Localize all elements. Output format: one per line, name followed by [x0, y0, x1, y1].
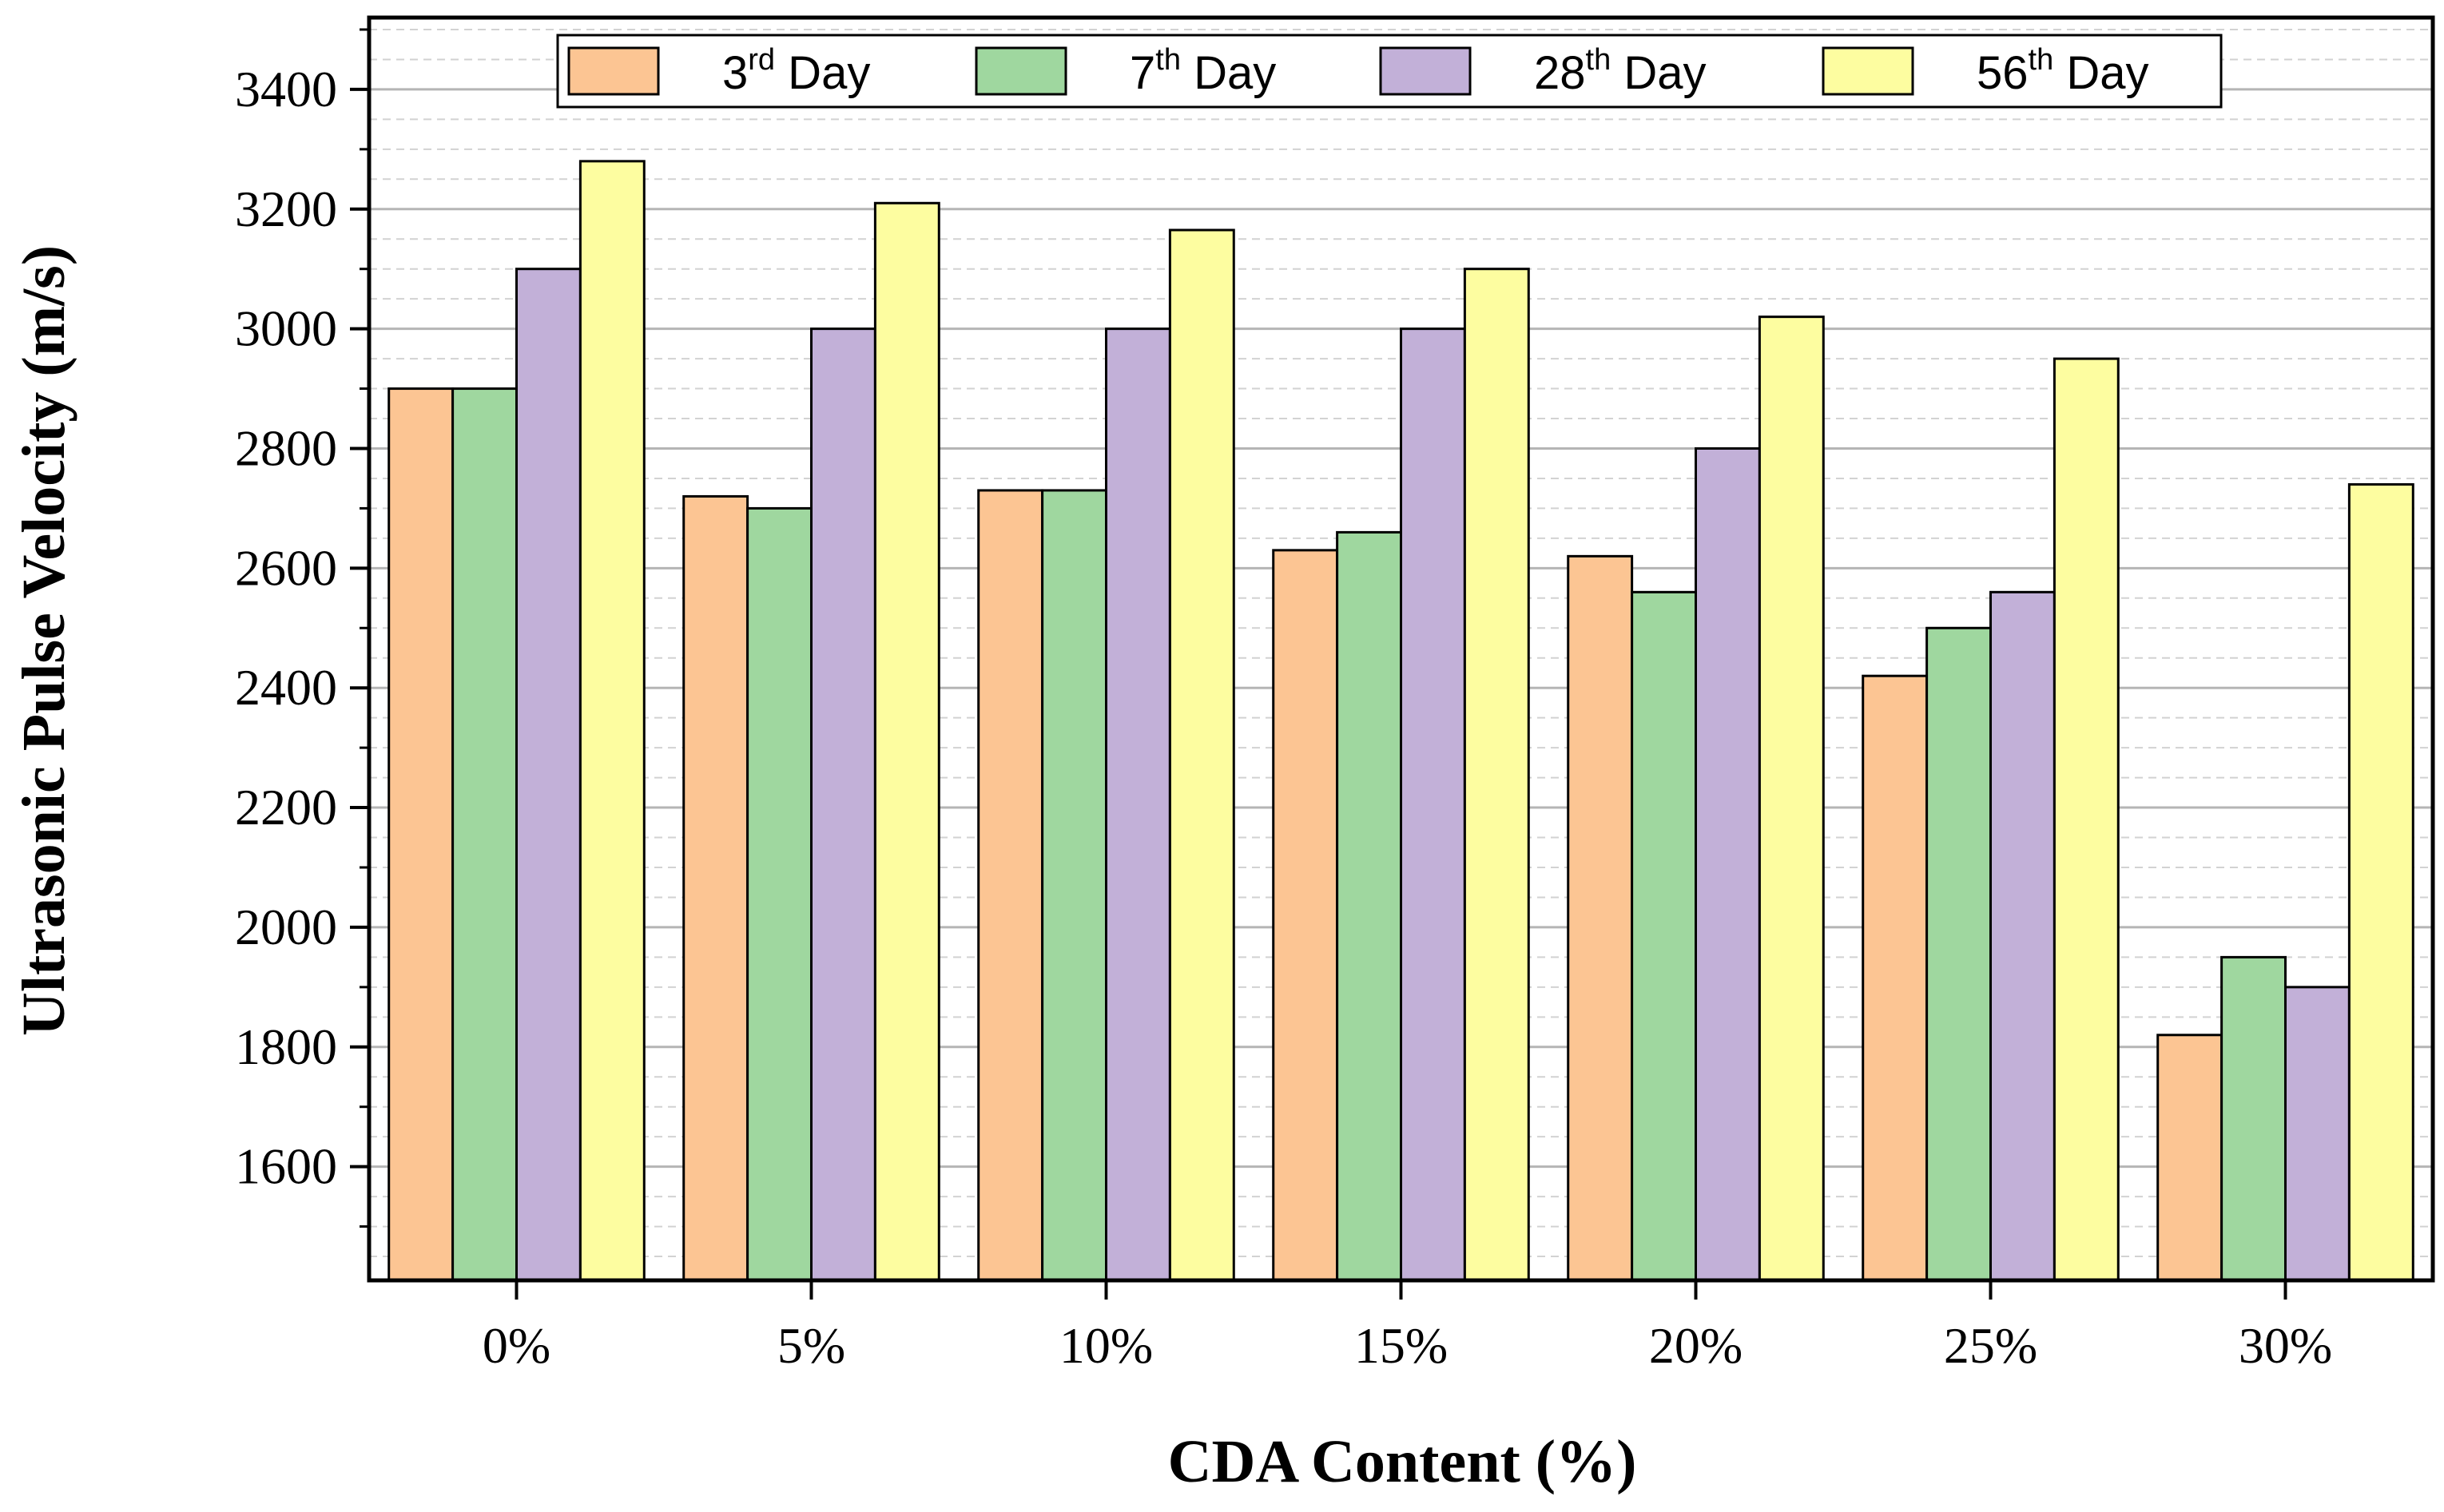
bar-7th-day-30pct	[2220, 955, 2287, 1282]
bar-28th-day-20pct	[1695, 446, 1761, 1282]
x-tick-label: 20%	[1649, 1317, 1743, 1374]
bar-56th-day-15pct	[1463, 268, 1530, 1282]
bar-3rd-day-20pct	[1567, 554, 1634, 1282]
bar-7th-day-0pct	[451, 387, 519, 1282]
bar-56th-day-25pct	[2053, 357, 2120, 1282]
y-tick-label: 3000	[235, 300, 337, 357]
legend-label-28th-day: 28th Day	[1534, 43, 1706, 99]
y-tick-label: 2800	[235, 419, 337, 476]
bar-3rd-day-30pct	[2156, 1034, 2223, 1282]
bar-56th-day-10pct	[1168, 228, 1235, 1282]
x-tick-label: 0%	[483, 1317, 550, 1374]
legend-swatch-56th-day	[1822, 46, 1914, 96]
bar-3rd-day-25pct	[1862, 674, 1929, 1282]
bar-56th-day-30pct	[2347, 482, 2414, 1282]
legend-label-sup: th	[1586, 43, 1611, 77]
x-tick-label: 15%	[1354, 1317, 1448, 1374]
y-tick-label: 2400	[235, 659, 337, 716]
bar-28th-day-10pct	[1105, 327, 1171, 1282]
bar-56th-day-0pct	[578, 160, 646, 1282]
axis-layer: 1600 1800 2000 2200 2400 2600 2800 3000 3200 3400…	[235, 15, 2435, 1374]
bar-7th-day-25pct	[1925, 626, 1993, 1282]
bar-3rd-day-5pct	[682, 494, 749, 1282]
legend-swatch-28th-day	[1379, 46, 1472, 96]
x-tick-label: 5%	[777, 1317, 845, 1374]
x-tick-label: 10%	[1059, 1317, 1153, 1374]
plot-frame	[367, 15, 2435, 1283]
legend-label-base: 7	[1130, 47, 1155, 99]
legend-label-base: 56	[1977, 47, 2029, 99]
legend-swatch-7th-day	[975, 46, 1067, 96]
bar-28th-day-30pct	[2284, 986, 2351, 1282]
legend-label-rest: Day	[1181, 47, 1276, 99]
legend: 3rd Day 7th Day 28th Day 56th Day	[556, 34, 2223, 109]
bar-56th-day-20pct	[1758, 315, 1825, 1282]
y-tick-label: 1600	[235, 1138, 337, 1195]
y-axis-title: Ultrasonic Pulse Velocity (m/s)	[10, 245, 77, 1036]
bar-56th-day-5pct	[873, 201, 940, 1282]
x-tick-label: 30%	[2239, 1317, 2332, 1374]
bar-28th-day-5pct	[810, 327, 876, 1282]
bar-7th-day-5pct	[746, 506, 813, 1282]
legend-label-3rd-day: 3rd Day	[722, 43, 870, 99]
legend-label-sup: th	[2029, 43, 2054, 77]
bar-3rd-day-10pct	[977, 489, 1044, 1282]
legend-label-56th-day: 56th Day	[1977, 43, 2148, 99]
legend-label-base: 28	[1534, 47, 1586, 99]
bar-28th-day-25pct	[1989, 590, 2056, 1282]
legend-label-rest: Day	[1611, 47, 1706, 99]
legend-label-rest: Day	[2053, 47, 2148, 99]
bar-layer	[387, 160, 2414, 1282]
y-tick-label: 2600	[235, 539, 337, 596]
legend-label-7th-day: 7th Day	[1130, 43, 1276, 99]
y-tick-label: 2200	[235, 779, 337, 835]
bar-3rd-day-0pct	[387, 387, 455, 1282]
y-tick-label: 1800	[235, 1018, 337, 1075]
bar-7th-day-20pct	[1631, 590, 1697, 1282]
legend-label-base: 3	[722, 47, 748, 99]
legend-label-sup: rd	[748, 43, 775, 77]
y-tick-label: 2000	[235, 899, 337, 955]
x-tick-label: 25%	[1944, 1317, 2037, 1374]
legend-label-rest: Day	[775, 47, 870, 99]
bar-7th-day-15pct	[1336, 530, 1402, 1282]
bar-28th-day-15pct	[1400, 327, 1466, 1282]
y-tick-label: 3200	[235, 181, 337, 237]
bar-7th-day-10pct	[1041, 489, 1107, 1282]
x-axis-title: CDA Content (%)	[1168, 1428, 1637, 1495]
bar-28th-day-0pct	[515, 268, 582, 1282]
legend-label-sup: th	[1155, 43, 1181, 77]
legend-swatch-3rd-day	[567, 46, 660, 96]
y-tick-label: 3400	[235, 61, 337, 117]
bar-3rd-day-15pct	[1272, 549, 1339, 1282]
